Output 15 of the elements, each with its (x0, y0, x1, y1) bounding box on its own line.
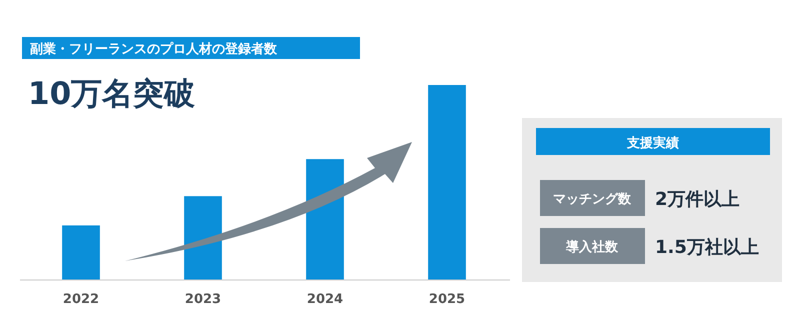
chart-title: 副業・フリーランスのプロ人材の登録者数 (30, 41, 278, 57)
x-tick-label: 2022 (62, 292, 100, 308)
x-tick-label: 2023 (184, 292, 222, 308)
chart-subtitle: 10万名突破 (28, 76, 196, 112)
x-tick-label: 2024 (306, 292, 344, 308)
bar (184, 196, 222, 280)
text: マッチング数 (553, 192, 632, 207)
text: 導入社数 (565, 239, 619, 255)
bar (62, 225, 100, 280)
text: 1.5万社以上 (655, 237, 759, 258)
bar (428, 85, 466, 280)
bar (306, 159, 344, 280)
x-tick-label: 2025 (428, 292, 466, 308)
text: 2万件以上 (655, 189, 740, 210)
text: 支援実績 (626, 135, 679, 151)
